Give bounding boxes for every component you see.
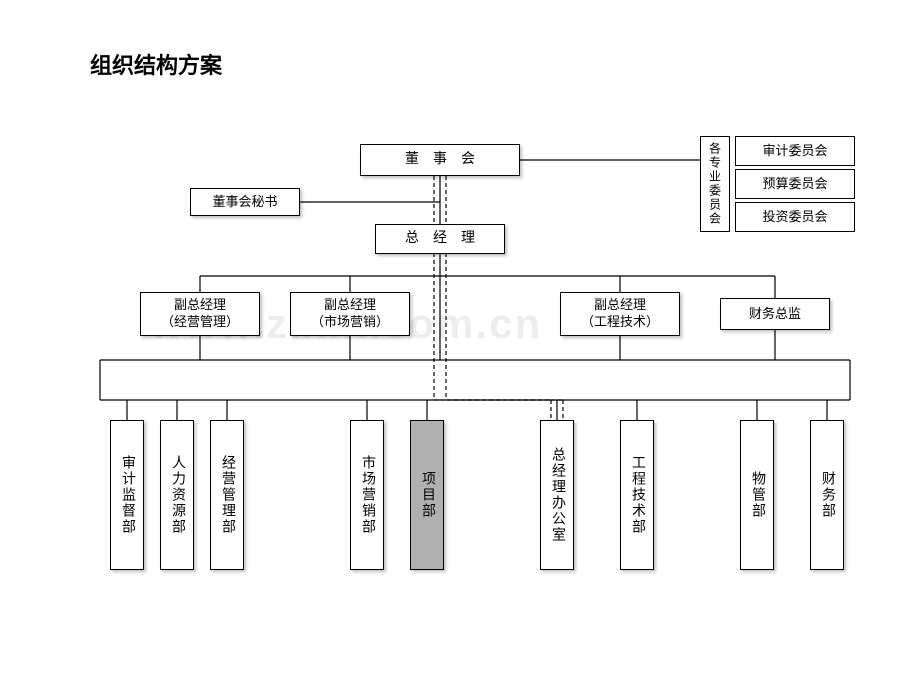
node-general-manager: 总 经 理 — [375, 224, 505, 254]
node-dept-project-label: 项目部 — [411, 421, 443, 569]
node-dgm-ops: 副总经理 （经营管理） — [140, 292, 260, 336]
node-committees-label-text: 各专业委员会 — [701, 137, 729, 231]
node-dept-hr-label: 人力资源部 — [161, 421, 193, 569]
node-board-label: 董 事 会 — [405, 151, 475, 169]
node-gm-label: 总 经 理 — [405, 230, 475, 248]
node-budget-committee-label: 预算委员会 — [762, 176, 827, 193]
node-dept-gmoffice-label: 总经理办公室 — [541, 421, 573, 569]
node-dept-opmgmt: 经营管理部 — [210, 420, 244, 570]
node-dept-mkt: 市场营销部 — [350, 420, 384, 570]
node-dgm-mkt-label: 副总经理 （市场营销） — [311, 297, 389, 331]
node-dgm-mkt: 副总经理 （市场营销） — [290, 292, 410, 336]
node-dept-finance: 财务部 — [810, 420, 844, 570]
node-dgm-eng: 副总经理 （工程技术） — [560, 292, 680, 336]
node-audit-committee-label: 审计委员会 — [762, 143, 827, 160]
node-dgm-eng-label: 副总经理 （工程技术） — [581, 297, 659, 331]
node-dept-project: 项目部 — [410, 420, 444, 570]
node-audit-committee: 审计委员会 — [735, 136, 855, 166]
node-dept-hr: 人力资源部 — [160, 420, 194, 570]
node-dept-material-label: 物管部 — [741, 421, 773, 569]
page-title: 组织结构方案 — [90, 48, 222, 80]
node-dept-mkt-label: 市场营销部 — [351, 421, 383, 569]
node-committees-label: 各专业委员会 — [700, 136, 730, 232]
node-secretary-label: 董事会秘书 — [212, 194, 277, 211]
node-dept-audit-label: 审计监督部 — [111, 421, 143, 569]
node-dept-opmgmt-label: 经营管理部 — [211, 421, 243, 569]
node-dept-gmoffice: 总经理办公室 — [540, 420, 574, 570]
node-dept-finance-label: 财务部 — [811, 421, 843, 569]
node-dept-engtech-label: 工程技术部 — [621, 421, 653, 569]
node-cfo: 财务总监 — [720, 298, 830, 330]
node-dept-material: 物管部 — [740, 420, 774, 570]
node-invest-committee: 投资委员会 — [735, 202, 855, 232]
node-dept-audit: 审计监督部 — [110, 420, 144, 570]
node-dgm-ops-label: 副总经理 （经营管理） — [161, 297, 239, 331]
node-budget-committee: 预算委员会 — [735, 169, 855, 199]
node-cfo-label: 财务总监 — [749, 306, 801, 323]
node-secretary: 董事会秘书 — [190, 188, 300, 216]
node-invest-committee-label: 投资委员会 — [762, 209, 827, 226]
node-dept-engtech: 工程技术部 — [620, 420, 654, 570]
node-board: 董 事 会 — [360, 144, 520, 176]
